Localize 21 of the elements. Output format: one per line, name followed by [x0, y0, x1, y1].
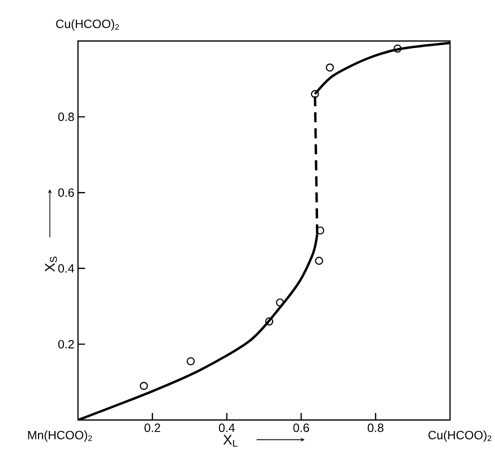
y-tick-label: 0.8 — [58, 112, 74, 122]
point — [265, 317, 274, 326]
text: Mn(HCOO)$_{2}$ — [28, 430, 92, 442]
y-tick-label: 0.6 — [58, 188, 74, 197]
x-tick-label: 0.6 — [293, 424, 310, 432]
point — [394, 44, 402, 53]
text: Cu(HCOO)$_{2}$ — [56, 19, 119, 30]
x-tick-label: 0.2 — [144, 424, 160, 432]
point — [315, 256, 324, 265]
y-axis-title: X$_{S}$ — [45, 256, 57, 272]
point — [140, 382, 148, 390]
y-tick-label: 0.4 — [58, 264, 74, 273]
x-tick-label: 0.4 — [218, 424, 235, 432]
x-axis-title: X$_{L}$ — [223, 434, 238, 447]
x-tick-label: 0.8 — [368, 424, 384, 432]
point — [186, 357, 195, 366]
text: Cu(HCOO)$_{2}$ — [428, 430, 492, 442]
point — [310, 90, 320, 98]
point — [326, 63, 334, 72]
point — [276, 298, 284, 307]
y-tick-label: 0.2 — [58, 340, 74, 348]
